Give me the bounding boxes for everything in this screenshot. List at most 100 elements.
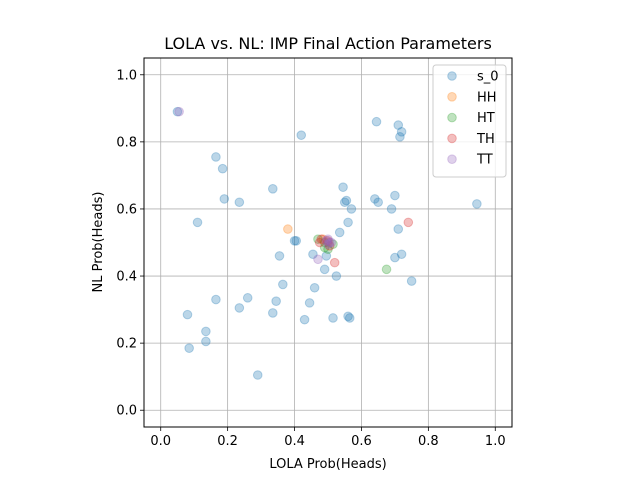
legend-item-TH: TH bbox=[447, 132, 495, 147]
legend-marker bbox=[447, 154, 457, 164]
legend-label: TH bbox=[476, 132, 495, 147]
point-s_0 bbox=[271, 296, 281, 307]
point-s_0 bbox=[319, 264, 330, 275]
point-s_0 bbox=[234, 197, 245, 208]
point-s_0 bbox=[370, 194, 380, 204]
point-s_0 bbox=[278, 279, 288, 290]
series-TT bbox=[174, 106, 337, 265]
y-tick-label: 0.6 bbox=[116, 202, 137, 217]
point-TT bbox=[326, 237, 337, 248]
point-TH bbox=[316, 234, 327, 244]
point-s_0 bbox=[274, 251, 285, 261]
point-TT bbox=[321, 236, 332, 246]
point-HT bbox=[328, 239, 338, 249]
point-s_0 bbox=[341, 195, 352, 206]
y-axis: 0.0 0.2 0.4 0.6 0.8 1.0 bbox=[116, 68, 144, 419]
point-s_0 bbox=[219, 194, 230, 204]
point-s_0 bbox=[268, 308, 278, 318]
point-s_0 bbox=[339, 197, 350, 208]
series-s_0 bbox=[172, 106, 482, 380]
plot-frame bbox=[143, 57, 513, 428]
point-s_0 bbox=[321, 251, 332, 261]
point-s_0 bbox=[201, 336, 211, 347]
legend-label: HH bbox=[477, 90, 497, 105]
point-s_0 bbox=[217, 163, 228, 174]
series-HH bbox=[283, 224, 333, 248]
point-TT bbox=[313, 254, 323, 265]
point-s_0 bbox=[334, 227, 345, 238]
x-axis-label: LOLA Prob(Heads) bbox=[269, 457, 386, 472]
point-s_0 bbox=[309, 282, 320, 293]
point-s_0 bbox=[472, 199, 482, 209]
point-s_0 bbox=[393, 224, 404, 234]
point-s_0 bbox=[291, 236, 302, 246]
point-TH bbox=[314, 237, 325, 248]
point-s_0 bbox=[338, 182, 348, 192]
x-tick-label: 0.2 bbox=[217, 434, 238, 449]
point-TT bbox=[323, 234, 333, 244]
point-TT bbox=[324, 237, 335, 248]
point-s_0 bbox=[242, 293, 253, 303]
y-tick-label: 1.0 bbox=[116, 68, 137, 83]
x-tick-label: 0.8 bbox=[418, 434, 439, 449]
point-s_0 bbox=[395, 132, 405, 142]
point-s_0 bbox=[192, 217, 203, 228]
point-HH bbox=[318, 234, 328, 244]
legend-label: s_0 bbox=[477, 70, 499, 85]
y-tick-label: 0.2 bbox=[116, 337, 137, 352]
point-s_0 bbox=[328, 313, 338, 323]
y-tick-label: 0.0 bbox=[116, 404, 137, 419]
y-tick-label: 0.4 bbox=[116, 270, 137, 285]
point-s_0 bbox=[211, 152, 221, 162]
point-s_0 bbox=[343, 311, 353, 322]
legend-label: HT bbox=[477, 111, 495, 126]
point-HT bbox=[319, 237, 330, 248]
point-TH bbox=[329, 257, 340, 268]
point-s_0 bbox=[390, 190, 400, 201]
point-HH bbox=[283, 224, 293, 234]
legend-item-HT: HT bbox=[447, 111, 495, 126]
point-TH bbox=[323, 236, 333, 246]
point-s_0 bbox=[373, 197, 383, 208]
legend-marker bbox=[447, 112, 457, 123]
series-TH bbox=[314, 217, 414, 268]
point-s_0 bbox=[201, 326, 211, 337]
legend-item-s_0: s_0 bbox=[447, 70, 499, 85]
y-tick-label: 0.8 bbox=[116, 135, 137, 150]
legend-box bbox=[432, 64, 507, 178]
legend-label: TT bbox=[476, 153, 493, 168]
point-s_0 bbox=[396, 249, 407, 260]
point-s_0 bbox=[396, 127, 407, 137]
x-tick-label: 1.0 bbox=[485, 434, 506, 449]
data-points bbox=[172, 106, 482, 380]
point-HT bbox=[319, 242, 330, 253]
point-s_0 bbox=[182, 309, 193, 320]
point-s_0 bbox=[304, 298, 315, 308]
point-s_0 bbox=[184, 343, 194, 353]
point-s_0 bbox=[252, 370, 263, 380]
point-TH bbox=[324, 241, 335, 251]
point-HH bbox=[323, 237, 333, 248]
point-s_0 bbox=[346, 204, 357, 214]
point-HT bbox=[323, 244, 333, 255]
point-s_0 bbox=[344, 313, 355, 323]
point-s_0 bbox=[172, 106, 183, 117]
legend-marker bbox=[447, 133, 457, 144]
point-s_0 bbox=[393, 120, 404, 130]
y-axis-label: NL Prob(Heads) bbox=[91, 192, 106, 293]
legend-marker bbox=[447, 71, 457, 81]
x-tick-label: 0.4 bbox=[284, 434, 305, 449]
point-HT bbox=[313, 234, 323, 244]
point-s_0 bbox=[331, 271, 342, 281]
point-s_0 bbox=[268, 184, 278, 194]
point-s_0 bbox=[299, 314, 310, 325]
point-TH bbox=[403, 217, 414, 228]
point-s_0 bbox=[308, 249, 318, 260]
series-HT bbox=[313, 234, 392, 275]
point-HT bbox=[381, 264, 392, 275]
point-TT bbox=[174, 106, 184, 117]
legend-item-TT: TT bbox=[447, 153, 493, 168]
x-axis: 0.0 0.2 0.4 0.6 0.8 1.0 bbox=[150, 427, 506, 449]
